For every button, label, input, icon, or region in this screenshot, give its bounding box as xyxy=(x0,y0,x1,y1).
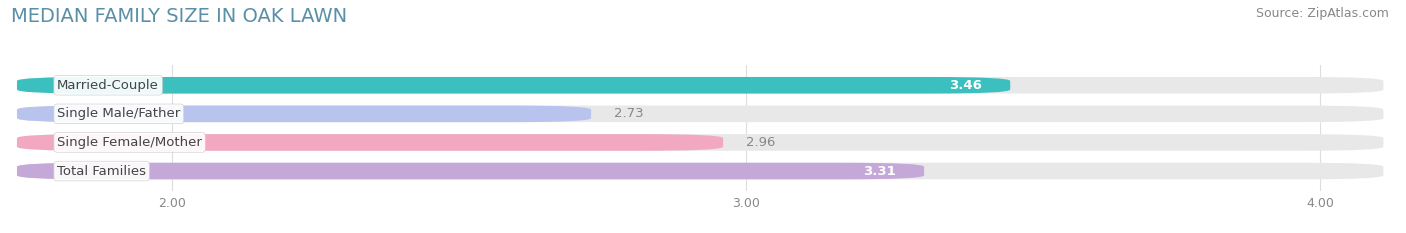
Text: 2.73: 2.73 xyxy=(614,107,644,120)
FancyBboxPatch shape xyxy=(17,77,1384,94)
Text: Married-Couple: Married-Couple xyxy=(58,79,159,92)
FancyBboxPatch shape xyxy=(17,134,1384,151)
Text: 2.96: 2.96 xyxy=(747,136,776,149)
Text: MEDIAN FAMILY SIZE IN OAK LAWN: MEDIAN FAMILY SIZE IN OAK LAWN xyxy=(11,7,347,26)
Text: Single Male/Father: Single Male/Father xyxy=(58,107,180,120)
Text: 3.31: 3.31 xyxy=(863,164,896,178)
FancyBboxPatch shape xyxy=(17,163,1384,179)
FancyBboxPatch shape xyxy=(17,77,1010,94)
Text: 3.46: 3.46 xyxy=(949,79,981,92)
Text: Source: ZipAtlas.com: Source: ZipAtlas.com xyxy=(1256,7,1389,20)
Text: Single Female/Mother: Single Female/Mother xyxy=(58,136,202,149)
Text: Total Families: Total Families xyxy=(58,164,146,178)
FancyBboxPatch shape xyxy=(17,106,1384,122)
FancyBboxPatch shape xyxy=(17,163,924,179)
FancyBboxPatch shape xyxy=(17,106,591,122)
FancyBboxPatch shape xyxy=(17,134,723,151)
